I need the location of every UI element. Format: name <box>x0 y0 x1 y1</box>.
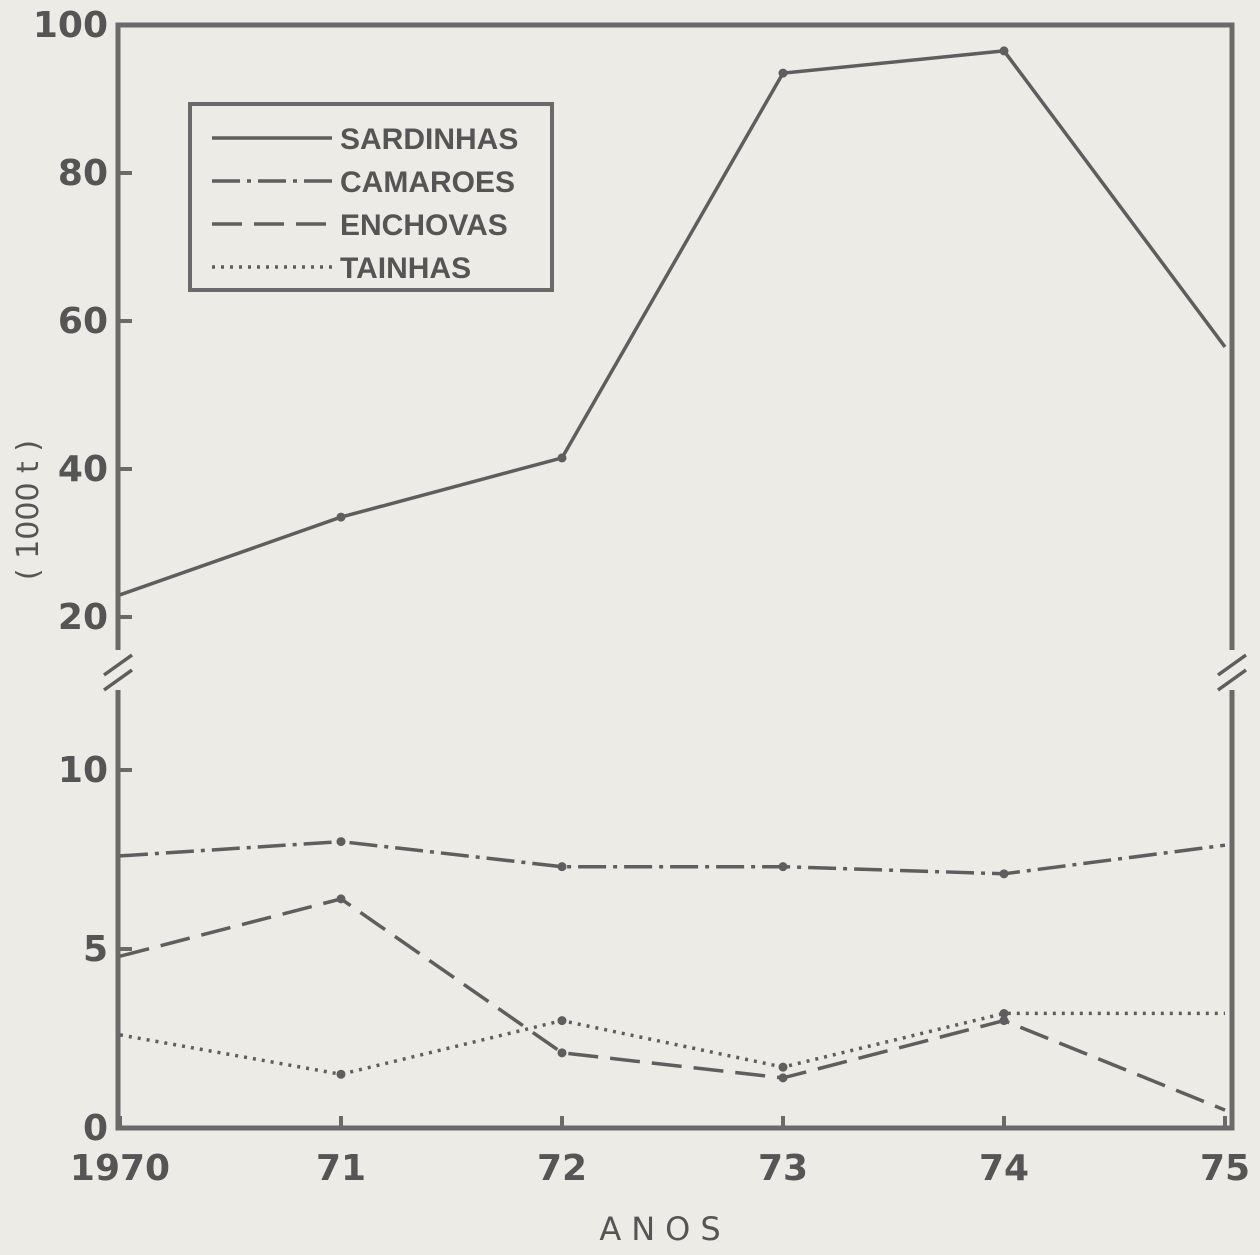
series-enchovas <box>120 894 1225 1110</box>
series-line-camaroes <box>120 842 1225 874</box>
data-point-camaroes-74 <box>1000 869 1009 878</box>
x-tick-label-74: 74 <box>979 1148 1029 1189</box>
y-tick-label-10: 10 <box>58 750 108 791</box>
y-tick-label-40: 40 <box>58 449 108 490</box>
data-point-tainhas-74 <box>1000 1009 1009 1018</box>
y-tick-label-80: 80 <box>58 153 108 194</box>
y-tick-label-20: 20 <box>58 597 108 638</box>
y-tick-label-60: 60 <box>58 301 108 342</box>
data-point-sardinhas-71 <box>337 513 346 522</box>
legend-label-enchovas: ENCHOVAS <box>340 209 508 242</box>
data-point-sardinhas-73 <box>779 69 788 78</box>
data-point-tainhas-72 <box>558 1016 567 1025</box>
x-tick-label-72: 72 <box>537 1148 587 1189</box>
data-point-tainhas-73 <box>779 1063 788 1072</box>
data-point-camaroes-71 <box>337 837 346 846</box>
data-point-enchovas-71 <box>337 894 346 903</box>
data-point-enchovas-73 <box>779 1073 788 1082</box>
series-line-enchovas <box>120 899 1225 1110</box>
data-point-camaroes-72 <box>558 862 567 871</box>
y-tick-label-0: 0 <box>83 1108 108 1149</box>
series-camaroes <box>120 837 1225 878</box>
data-point-sardinhas-74 <box>1000 46 1009 55</box>
legend-label-camaroes: CAMAROES <box>340 166 515 199</box>
data-point-camaroes-73 <box>779 862 788 871</box>
x-tick-label-1970: 1970 <box>70 1148 170 1189</box>
legend-label-sardinhas: SARDINHAS <box>340 123 518 156</box>
data-point-enchovas-72 <box>558 1048 567 1057</box>
legend-label-tainhas: TAINHAS <box>340 252 471 285</box>
y-axis-title: ( 1000 t ) <box>11 440 46 580</box>
y-tick-label-5: 5 <box>83 929 108 970</box>
x-tick-label-71: 71 <box>316 1148 366 1189</box>
data-point-sardinhas-72 <box>558 453 567 462</box>
x-axis-title: ANOS <box>599 1210 730 1248</box>
data-point-tainhas-71 <box>337 1070 346 1079</box>
x-tick-label-75: 75 <box>1200 1148 1250 1189</box>
x-tick-label-73: 73 <box>758 1148 808 1189</box>
y-tick-label-100: 100 <box>33 5 108 46</box>
